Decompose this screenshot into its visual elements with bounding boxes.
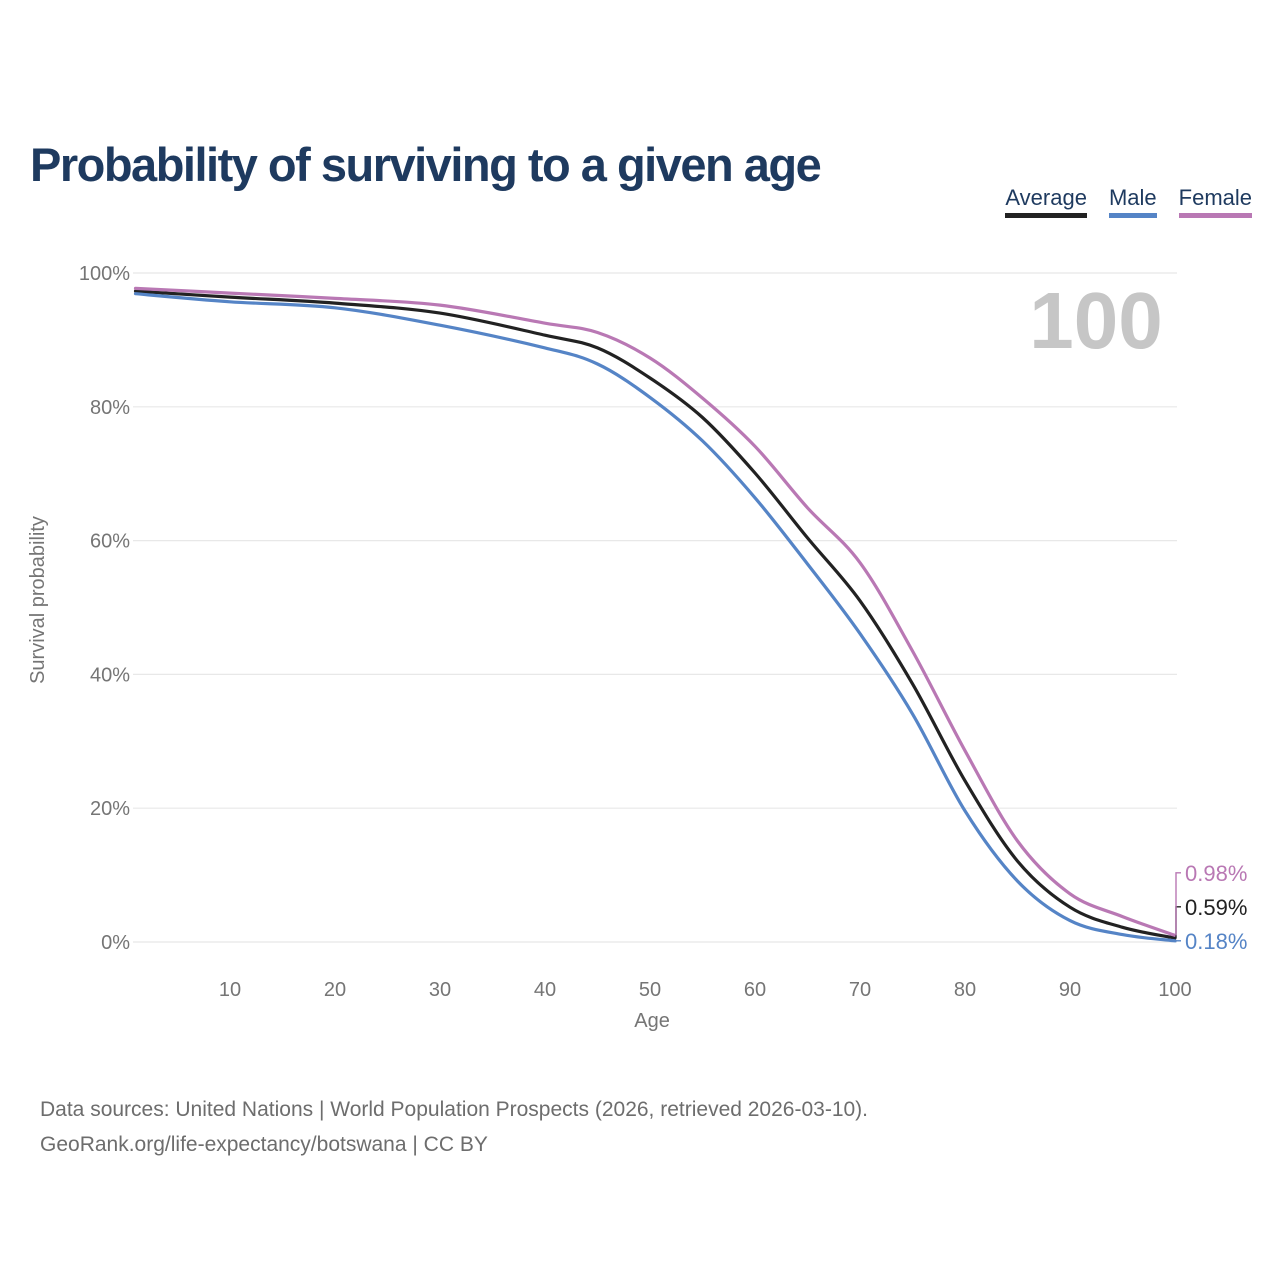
y-tick-label: 60%: [90, 531, 130, 553]
age-watermark: 100: [1029, 276, 1162, 365]
x-tick-label: 60: [744, 979, 766, 1001]
legend-label: Male: [1108, 185, 1157, 210]
legend: Average Male Female: [1005, 185, 1252, 219]
x-tick-label: 10: [219, 979, 241, 1001]
series-line-average: [133, 289, 1177, 940]
x-tick-label: 100: [1158, 979, 1191, 1001]
x-tick-label: 70: [849, 979, 871, 1001]
end-value-label-male: 0.18%: [1185, 929, 1247, 954]
series-line-male: [133, 292, 1177, 943]
legend-item-average[interactable]: Average: [1005, 185, 1087, 219]
y-axis-title: Survival probability: [27, 516, 49, 684]
x-axis-title: Age: [634, 1010, 670, 1032]
legend-item-male[interactable]: Male: [1108, 185, 1157, 219]
x-tick-label: 30: [429, 979, 451, 1001]
legend-label: Average: [1005, 185, 1087, 210]
series-line-female: [133, 286, 1177, 937]
end-value-label-female: 0.98%: [1185, 861, 1247, 886]
end-value-label-average: 0.59%: [1185, 895, 1247, 920]
y-tick-label: 100%: [79, 263, 130, 285]
y-tick-label: 40%: [90, 664, 130, 686]
legend-color-bar: [1178, 213, 1252, 219]
page-title: Probability of surviving to a given age: [30, 138, 822, 192]
legend-color-bar: [1108, 213, 1157, 219]
y-tick-label: 0%: [101, 932, 130, 954]
x-tick-label: 20: [324, 979, 346, 1001]
y-tick-label: 80%: [90, 397, 130, 419]
footer: Data sources: United Nations | World Pop…: [40, 1092, 868, 1162]
legend-color-bar: [1005, 213, 1087, 219]
legend-item-female[interactable]: Female: [1178, 185, 1252, 219]
legend-label: Female: [1178, 185, 1252, 210]
y-tick-label: 20%: [90, 798, 130, 820]
x-tick-label: 80: [954, 979, 976, 1001]
x-tick-label: 90: [1059, 979, 1081, 1001]
x-tick-label: 50: [639, 979, 661, 1001]
x-tick-label: 40: [534, 979, 556, 1001]
data-sources-line: Data sources: United Nations | World Pop…: [40, 1098, 869, 1121]
attribution-line: GeoRank.org/life-expectancy/botswana | C…: [40, 1133, 488, 1156]
